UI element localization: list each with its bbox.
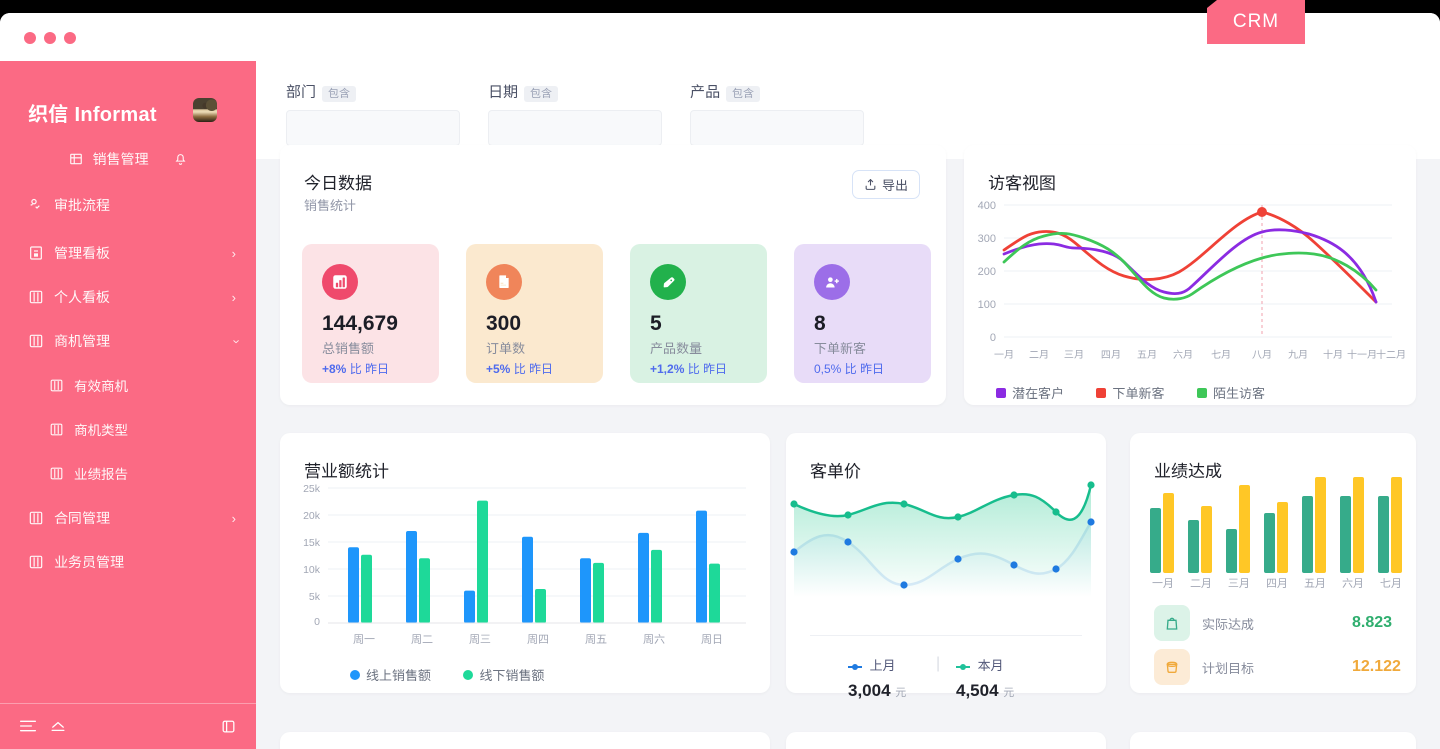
svg-text:100: 100 xyxy=(978,299,996,311)
svg-text:周五: 周五 xyxy=(585,634,607,646)
svg-text:十一月: 十一月 xyxy=(1347,350,1377,361)
svg-text:周日: 周日 xyxy=(701,634,723,646)
svg-text:六月: 六月 xyxy=(1173,349,1193,361)
svg-text:七月: 七月 xyxy=(1211,350,1231,361)
svg-text:周三: 周三 xyxy=(469,634,491,646)
svg-text:五月: 五月 xyxy=(1304,578,1326,590)
svg-text:周二: 周二 xyxy=(411,634,433,646)
svg-text:五月: 五月 xyxy=(1137,350,1157,361)
svg-text:0: 0 xyxy=(314,616,320,628)
svg-text:六月: 六月 xyxy=(1342,578,1364,590)
svg-text:400: 400 xyxy=(978,200,996,212)
svg-text:一月: 一月 xyxy=(994,350,1014,361)
svg-text:七月: 七月 xyxy=(1380,578,1402,590)
svg-text:十月: 十月 xyxy=(1323,350,1343,361)
svg-text:200: 200 xyxy=(978,266,996,278)
svg-text:15k: 15k xyxy=(303,537,321,549)
svg-text:周一: 周一 xyxy=(353,634,375,646)
svg-text:0: 0 xyxy=(990,332,996,344)
svg-text:三月: 三月 xyxy=(1064,350,1084,361)
svg-text:一月: 一月 xyxy=(1152,578,1174,590)
svg-text:四月: 四月 xyxy=(1266,578,1288,590)
svg-text:四月: 四月 xyxy=(1101,350,1121,361)
svg-text:八月: 八月 xyxy=(1252,350,1272,361)
svg-text:三月: 三月 xyxy=(1228,578,1250,590)
svg-text:5k: 5k xyxy=(309,591,321,603)
svg-text:周六: 周六 xyxy=(643,634,665,646)
svg-text:10k: 10k xyxy=(303,564,321,576)
svg-text:20k: 20k xyxy=(303,510,321,522)
svg-text:周四: 周四 xyxy=(527,634,549,646)
svg-text:二月: 二月 xyxy=(1190,578,1212,590)
svg-text:25k: 25k xyxy=(303,483,321,495)
svg-text:十二月: 十二月 xyxy=(1376,350,1406,361)
svg-text:九月: 九月 xyxy=(1288,350,1308,361)
svg-text:300: 300 xyxy=(978,233,996,245)
svg-text:二月: 二月 xyxy=(1029,350,1049,361)
